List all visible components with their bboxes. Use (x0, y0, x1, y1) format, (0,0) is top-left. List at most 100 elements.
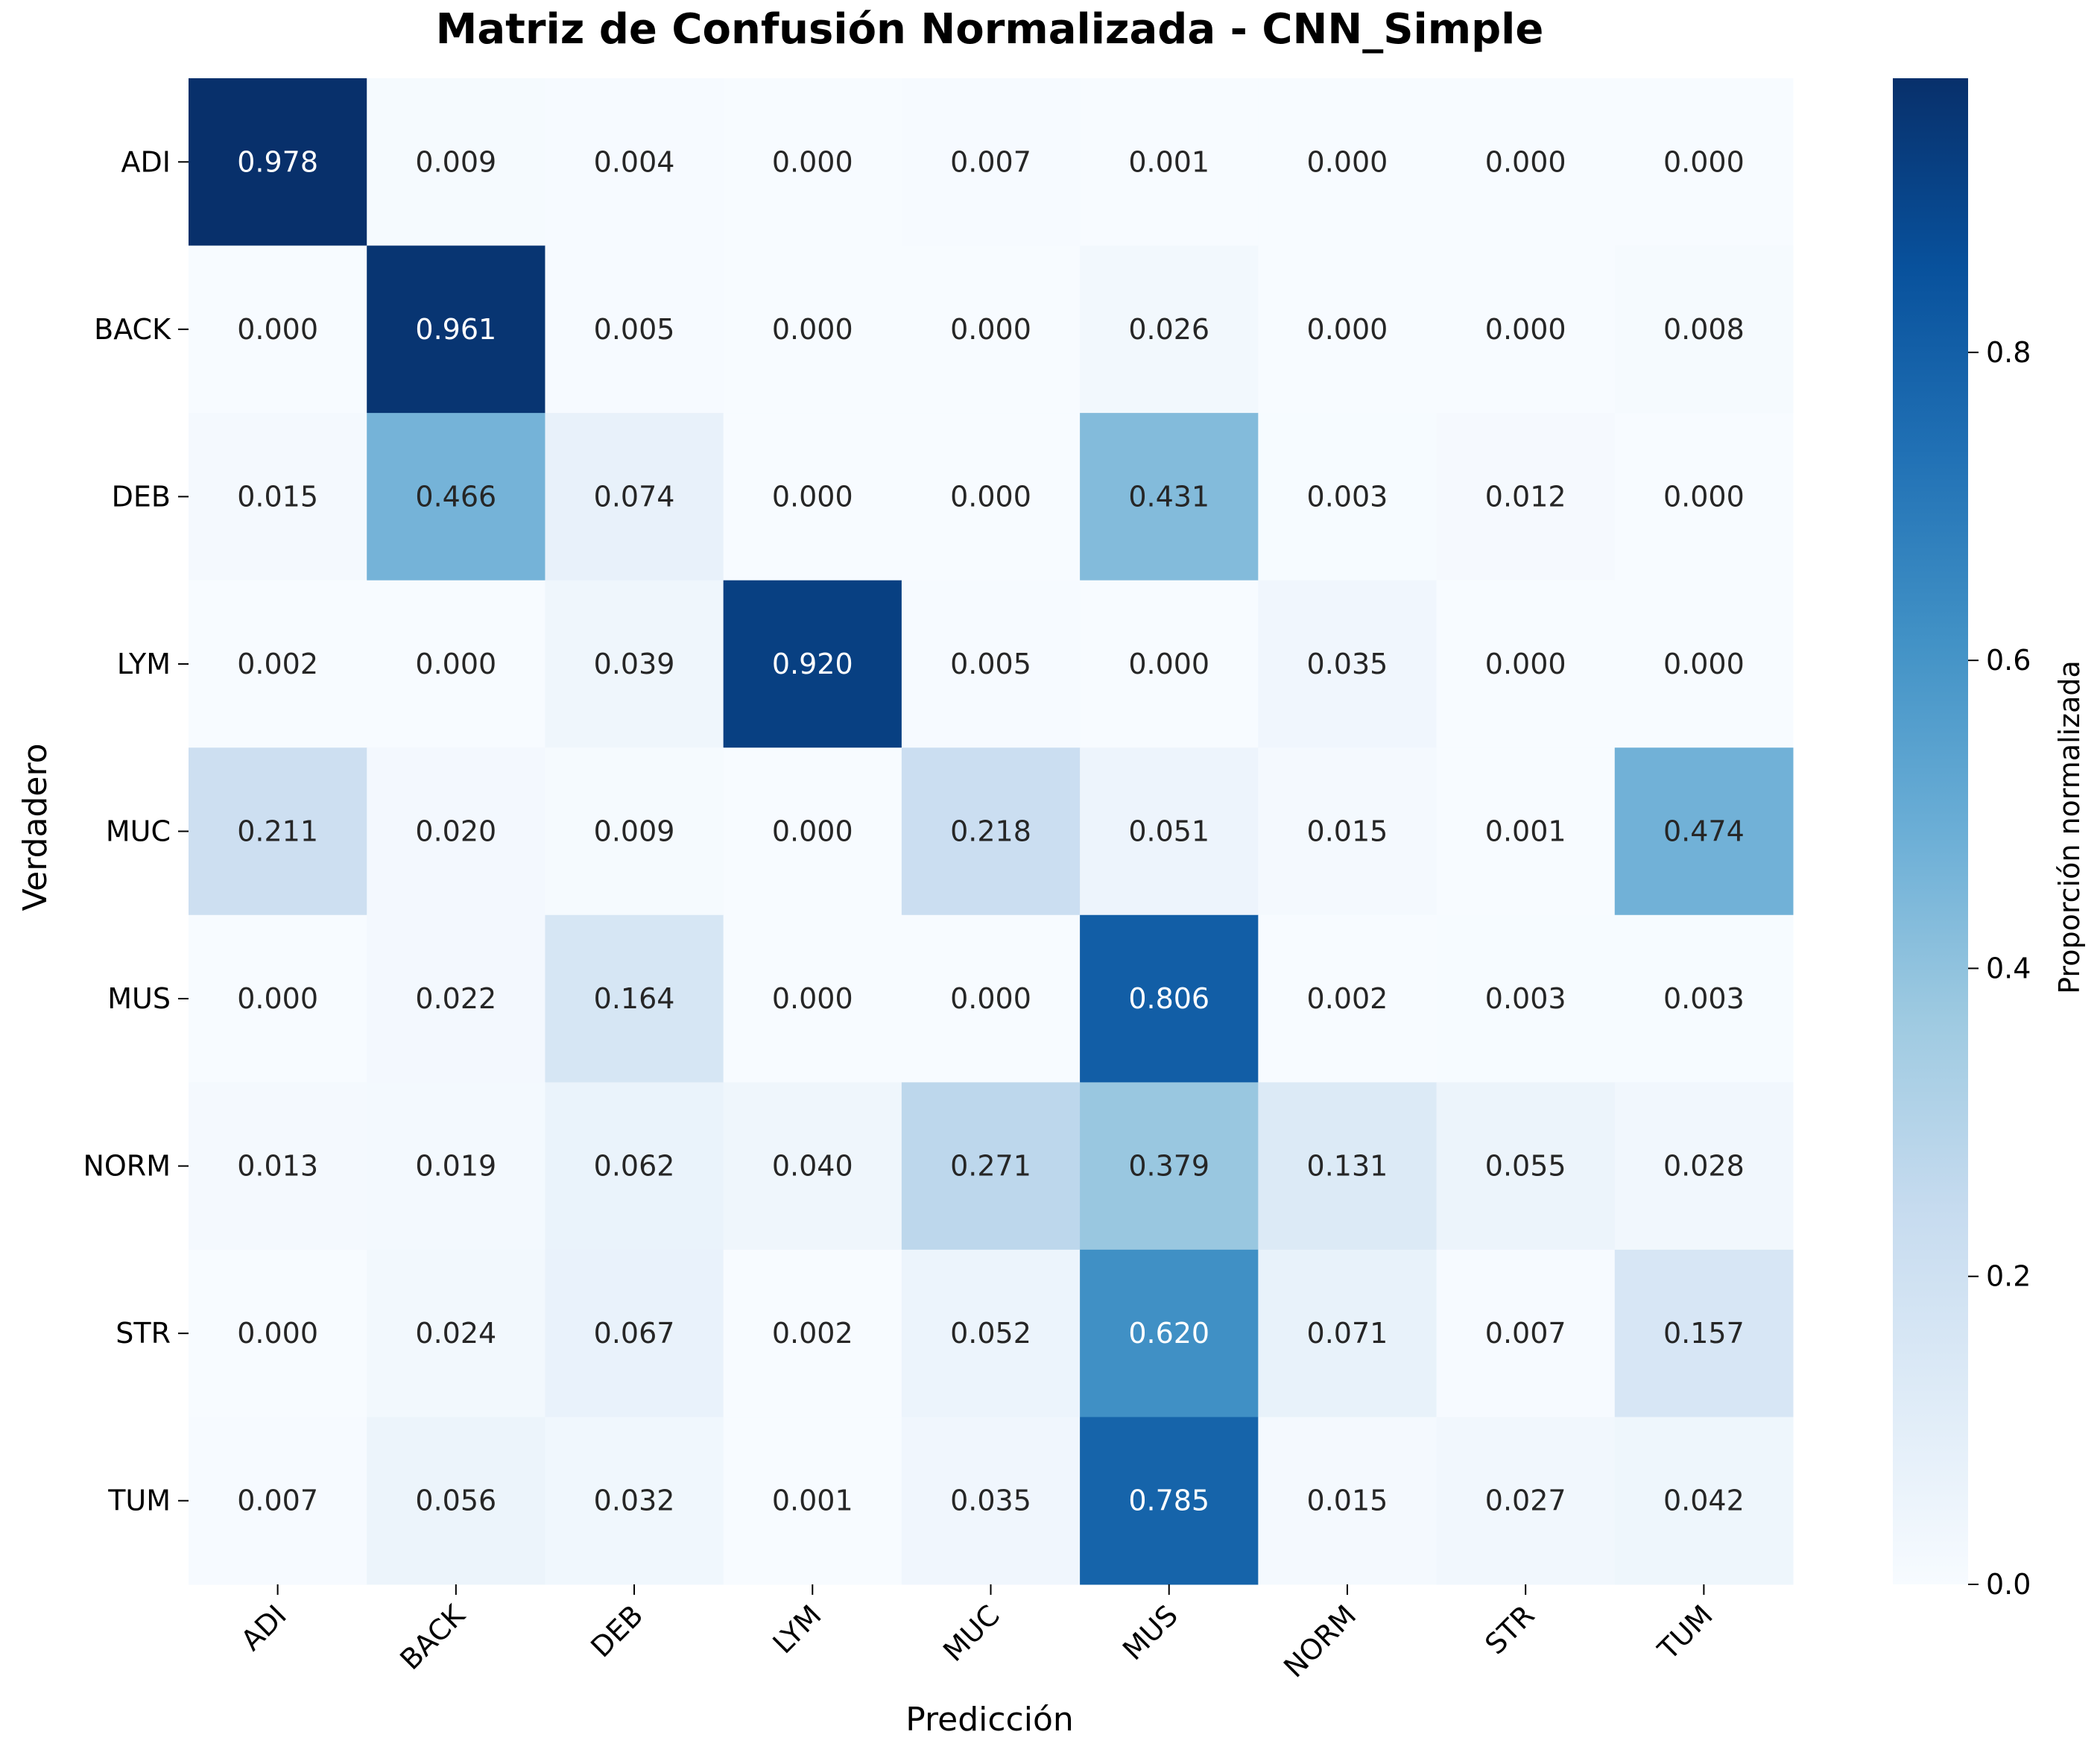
heatmap-cell (545, 580, 724, 748)
cell-value-label: 0.062 (594, 1150, 675, 1183)
cell-value-label: 0.005 (950, 648, 1031, 680)
cell-value-label: 0.019 (415, 1150, 496, 1183)
heatmap-cell (189, 1249, 367, 1417)
cell-value-label: 0.028 (1663, 1150, 1745, 1183)
cell-value-label: 0.008 (1663, 313, 1745, 346)
cell-value-label: 0.035 (950, 1485, 1031, 1517)
cell-value-label: 0.067 (594, 1317, 675, 1350)
cell-value-label: 0.000 (1307, 145, 1388, 178)
cell-value-label: 0.013 (237, 1150, 318, 1183)
heatmap-cell (1436, 1417, 1616, 1585)
heatmap-cell (367, 245, 545, 414)
y-tick-label: MUS (107, 982, 171, 1015)
heatmap-cell (545, 1249, 724, 1417)
heatmap-cells: 0.978 0.009 0.004 0.000 0.007 0.001 0.000 0.000… (189, 78, 1794, 1585)
cell-value-label: 0.466 (415, 480, 496, 513)
heatmap-cell (723, 914, 902, 1083)
heatmap-cell (1080, 1082, 1259, 1251)
heatmap-cell (1436, 78, 1616, 247)
heatmap-cell (189, 78, 367, 247)
cell-value-label: 0.055 (1485, 1150, 1566, 1183)
colorbar: 0.0 0.2 0.4 0.6 0.8 (1893, 78, 2031, 1601)
heatmap-cell (1080, 1417, 1259, 1585)
x-tick-label: MUS (1116, 1599, 1184, 1666)
heatmap-cell (1258, 1082, 1438, 1251)
cell-value-label: 0.039 (594, 648, 675, 680)
cell-value-label: 0.431 (1128, 480, 1209, 513)
heatmap-cell (723, 245, 902, 414)
heatmap-cell (545, 245, 724, 414)
heatmap-cell (1614, 245, 1794, 414)
heatmap-cell (1080, 580, 1259, 748)
heatmap-cell (901, 413, 1081, 581)
heatmap-cell (1258, 1417, 1438, 1585)
cell-value-label: 0.074 (594, 480, 675, 513)
cell-value-label: 0.022 (415, 982, 496, 1015)
cell-value-label: 0.015 (237, 480, 318, 513)
cell-value-label: 0.000 (237, 313, 318, 346)
cell-value-label: 0.000 (1307, 313, 1388, 346)
heatmap-cell (901, 245, 1081, 414)
cell-value-label: 0.056 (415, 1485, 496, 1517)
cell-value-label: 0.164 (594, 982, 675, 1015)
colorbar-tick-label: 0.4 (1986, 952, 2031, 984)
cell-value-label: 0.000 (772, 313, 853, 346)
cell-value-label: 0.040 (772, 1150, 853, 1183)
cell-value-label: 0.001 (772, 1485, 853, 1517)
cell-value-label: 0.000 (772, 982, 853, 1015)
cell-value-label: 0.000 (950, 313, 1031, 346)
cell-value-label: 0.000 (1485, 313, 1566, 346)
heatmap-cell (545, 1417, 724, 1585)
cell-value-label: 0.007 (950, 145, 1031, 178)
cell-value-label: 0.007 (1485, 1317, 1566, 1350)
heatmap-cell (545, 413, 724, 581)
cell-value-label: 0.042 (1663, 1485, 1745, 1517)
chart-title: Matriz de Confusión Normalizada - CNN_Si… (436, 5, 1544, 54)
y-axis-ticks: ADI BACK DEB LYM MUC MUS NORM STR TUM (83, 145, 189, 1517)
cell-value-label: 0.003 (1307, 480, 1388, 513)
heatmap-cell (1614, 580, 1794, 748)
heatmap-cell (1436, 914, 1616, 1083)
heatmap-cell (1614, 1082, 1794, 1251)
heatmap-cell (723, 1417, 902, 1585)
x-tick-label: LYM (767, 1599, 828, 1660)
cell-value-label: 0.009 (415, 145, 496, 178)
cell-value-label: 0.785 (1128, 1485, 1209, 1517)
heatmap-cell (545, 1082, 724, 1251)
heatmap-cell (545, 747, 724, 916)
cell-value-label: 0.009 (594, 815, 675, 848)
cell-value-label: 0.032 (594, 1485, 675, 1517)
heatmap-cell (723, 747, 902, 916)
heatmap-cell (901, 1417, 1081, 1585)
heatmap-cell (1436, 747, 1616, 916)
cell-value-label: 0.379 (1128, 1150, 1209, 1183)
heatmap-cell (1258, 413, 1438, 581)
heatmap-cell (901, 1249, 1081, 1417)
cell-value-label: 0.961 (415, 313, 496, 346)
heatmap-cell (1614, 747, 1794, 916)
y-tick-label: DEB (112, 480, 171, 513)
cell-value-label: 0.000 (772, 480, 853, 513)
heatmap-cell (901, 1082, 1081, 1251)
y-tick-label: ADI (121, 145, 171, 178)
cell-value-label: 0.218 (950, 815, 1031, 848)
y-tick-label: STR (116, 1317, 171, 1350)
cell-value-label: 0.020 (415, 815, 496, 848)
cell-value-label: 0.978 (237, 145, 318, 178)
cell-value-label: 0.001 (1485, 815, 1566, 848)
heatmap-cell (367, 747, 545, 916)
colorbar-tick-label: 0.0 (1986, 1568, 2031, 1601)
colorbar-tick-label: 0.8 (1986, 336, 2031, 369)
cell-value-label: 0.051 (1128, 815, 1209, 848)
cell-value-label: 0.131 (1307, 1150, 1388, 1183)
heatmap-cell (723, 1249, 902, 1417)
colorbar-label: Proporción normalizada (2053, 660, 2086, 994)
y-axis-label: Verdadero (16, 743, 54, 911)
cell-value-label: 0.002 (772, 1317, 853, 1350)
heatmap-cell (1258, 914, 1438, 1083)
cell-value-label: 0.002 (237, 648, 318, 680)
heatmap-cell (367, 1249, 545, 1417)
x-axis-label: Predicción (905, 1701, 1074, 1739)
cell-value-label: 0.005 (594, 313, 675, 346)
